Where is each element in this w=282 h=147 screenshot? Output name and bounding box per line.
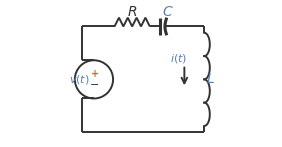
Text: $L$: $L$ xyxy=(206,72,215,86)
Text: $R$: $R$ xyxy=(127,5,137,19)
Text: −: − xyxy=(90,80,99,90)
Text: +: + xyxy=(91,69,99,79)
Text: $C$: $C$ xyxy=(162,5,174,19)
Text: $v(t)$: $v(t)$ xyxy=(69,73,90,86)
Text: $i(t)$: $i(t)$ xyxy=(170,52,187,65)
